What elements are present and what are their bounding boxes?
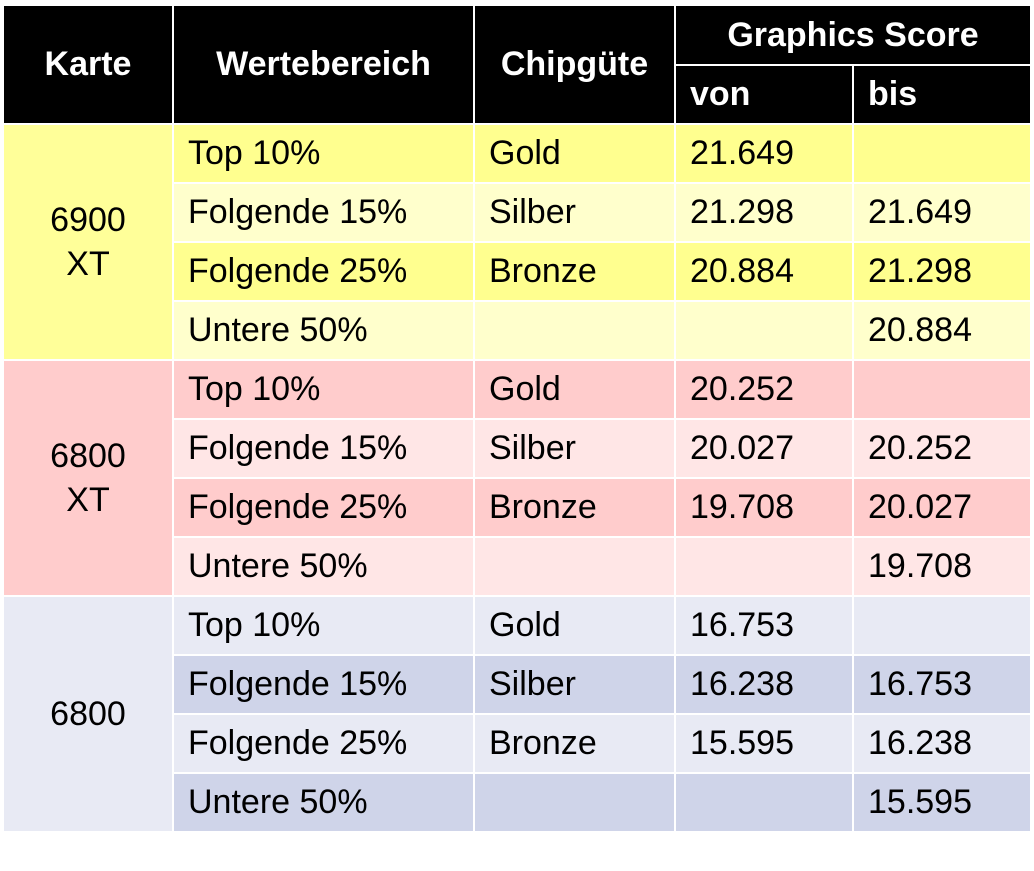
grade-cell (473, 536, 676, 597)
card-cell: 6900 XT (2, 123, 174, 361)
table-row: 6900 XT Top 10% Gold 21.649 (2, 123, 1032, 361)
von-cell (674, 536, 854, 597)
header-row-top: Karte Wertebereich Chipgüte Graphics Sco… (2, 4, 1032, 125)
range-cell: Folgende 25% (172, 477, 475, 538)
von-cell: 16.238 (674, 654, 854, 715)
header-karte: Karte (2, 4, 174, 125)
bis-cell: 16.753 (852, 654, 1032, 715)
von-cell: 20.884 (674, 241, 854, 302)
range-cell: Top 10% (172, 123, 475, 184)
range-cell: Folgende 15% (172, 654, 475, 715)
score-table: Karte Wertebereich Chipgüte Graphics Sco… (2, 4, 1032, 833)
grade-cell: Gold (473, 359, 676, 420)
table-row: Folgende 15% Silber 21.298 21.649 (3, 182, 1032, 243)
table-body: 6900 XT Top 10% Gold 21.649 Folgende 15%… (2, 123, 1032, 833)
von-cell: 19.708 (674, 477, 854, 538)
grade-cell: Bronze (473, 241, 676, 302)
grade-cell (473, 772, 676, 833)
bis-cell: 20.027 (852, 477, 1032, 538)
range-cell: Folgende 25% (172, 241, 475, 302)
grade-cell: Silber (473, 182, 676, 243)
von-cell: 15.595 (674, 713, 854, 774)
bis-cell (852, 123, 1032, 184)
grade-cell: Bronze (473, 477, 676, 538)
table-row: 6800 XT Top 10% Gold 20.252 (2, 359, 1032, 597)
card-name-line1: 6800 (50, 437, 126, 475)
table-row: Folgende 15% Silber 16.238 16.753 (3, 654, 1032, 715)
von-cell (674, 772, 854, 833)
von-cell: 21.298 (674, 182, 854, 243)
bis-cell: 19.708 (852, 536, 1032, 597)
grade-cell: Bronze (473, 713, 676, 774)
range-cell: Top 10% (172, 595, 475, 656)
grade-cell: Silber (473, 418, 676, 479)
von-cell (674, 300, 854, 361)
grade-cell (473, 300, 676, 361)
header-von: von (674, 64, 854, 125)
header-wertebereich: Wertebereich (172, 4, 475, 125)
von-cell: 20.027 (674, 418, 854, 479)
bis-cell: 15.595 (852, 772, 1032, 833)
grade-cell: Gold (473, 123, 676, 184)
table-row: Folgende 25% Bronze 19.708 20.027 (3, 477, 1032, 538)
von-cell: 20.252 (674, 359, 854, 420)
card-cell: 6800 (2, 595, 174, 833)
bis-cell: 20.252 (852, 418, 1032, 479)
header-bis: bis (852, 64, 1032, 125)
table-row: Folgende 25% Bronze 15.595 16.238 (3, 713, 1032, 774)
range-cell: Folgende 15% (172, 418, 475, 479)
range-cell: Untere 50% (172, 772, 475, 833)
table-row: 6800 Top 10% Gold 16.753 (2, 595, 1032, 833)
von-cell: 16.753 (674, 595, 854, 656)
table-row: Untere 50% 15.595 (3, 772, 1032, 833)
bis-cell: 16.238 (852, 713, 1032, 774)
bis-cell: 21.298 (852, 241, 1032, 302)
range-cell: Folgende 25% (172, 713, 475, 774)
table-row: Folgende 15% Silber 20.027 20.252 (3, 418, 1032, 479)
table-row: Untere 50% 19.708 (3, 536, 1032, 597)
header-graphics-score: Graphics Score (674, 4, 1032, 66)
grade-cell: Silber (473, 654, 676, 715)
bis-cell: 21.649 (852, 182, 1032, 243)
bis-cell: 20.884 (852, 300, 1032, 361)
card-name-line2: XT (66, 481, 110, 519)
header-chipguete: Chipgüte (473, 4, 676, 125)
table-row: Folgende 25% Bronze 20.884 21.298 (3, 241, 1032, 302)
range-cell: Top 10% (172, 359, 475, 420)
card-name-line2: XT (66, 245, 110, 283)
card-name-line1: 6800 (50, 695, 126, 733)
von-cell: 21.649 (674, 123, 854, 184)
bis-cell (852, 595, 1032, 656)
header-row-sub: von bis (3, 64, 1032, 125)
card-name-line1: 6900 (50, 201, 126, 239)
grade-cell: Gold (473, 595, 676, 656)
range-cell: Untere 50% (172, 536, 475, 597)
bis-cell (852, 359, 1032, 420)
card-cell: 6800 XT (2, 359, 174, 597)
table-row: Untere 50% 20.884 (3, 300, 1032, 361)
range-cell: Untere 50% (172, 300, 475, 361)
range-cell: Folgende 15% (172, 182, 475, 243)
